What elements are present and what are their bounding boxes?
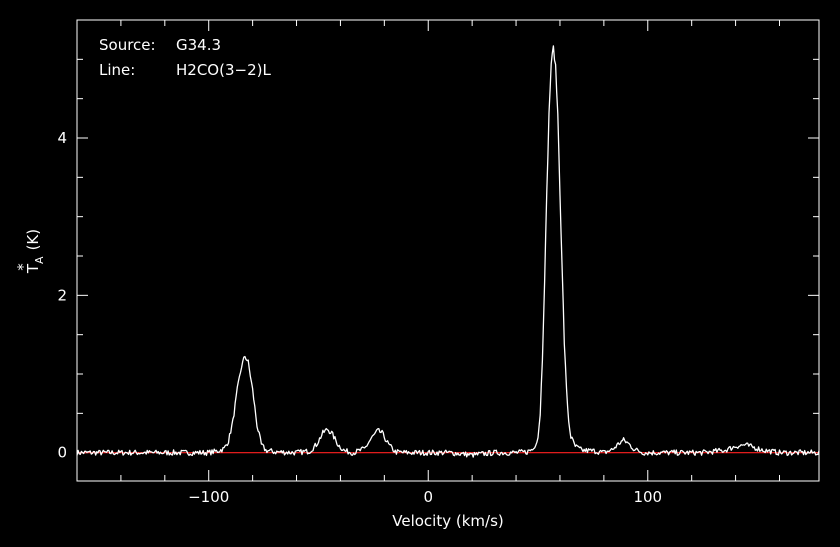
x-tick-label: 100 [633,488,662,506]
y-axis-label: TA (K) * [14,229,46,274]
plot-frame [76,19,820,482]
svg-text:TA(K): TA (K) [24,229,46,274]
axis-ticks [76,19,819,481]
line-value: H2CO(3−2)L [176,61,271,79]
line-label: Line: [99,61,135,79]
y-axis-label-sub: A [33,256,46,264]
x-tick-label: 0 [423,488,433,506]
y-tick-label: 2 [57,286,67,304]
x-tick-labels: −100 0 100 [188,488,662,506]
x-tick-label: −100 [188,488,229,506]
y-tick-label: 4 [57,129,67,147]
series-line [76,45,820,458]
y-axis-label-main: T [24,263,42,274]
source-label: Source: [99,36,156,54]
y-tick-label: 0 [57,444,67,462]
x-axis-label: Velocity (km/s) [392,512,503,530]
y-axis-label-sup: * [14,263,32,271]
source-value: G34.3 [176,36,221,54]
y-axis-label-unit: (K) [24,229,42,251]
y-tick-labels: 0 2 4 [57,129,67,462]
